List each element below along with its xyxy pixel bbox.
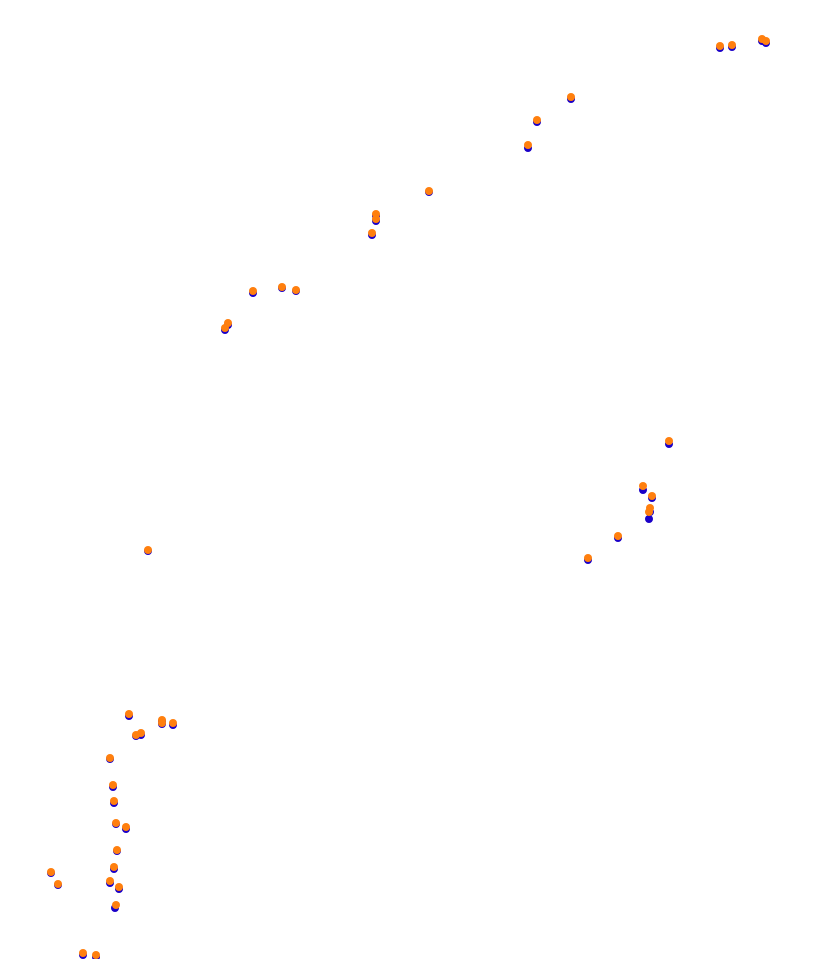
scatter-point xyxy=(79,949,87,957)
scatter-point xyxy=(144,546,152,554)
scatter-point xyxy=(249,287,257,295)
scatter-point xyxy=(533,116,541,124)
scatter-point xyxy=(92,951,100,959)
scatter-point xyxy=(169,719,177,727)
scatter-point xyxy=(112,819,120,827)
scatter-point xyxy=(106,754,114,762)
scatter-point xyxy=(106,877,114,885)
scatter-point xyxy=(132,731,140,739)
scatter-point xyxy=(110,863,118,871)
scatter-point xyxy=(524,141,532,149)
scatter-point xyxy=(292,286,300,294)
scatter-point xyxy=(639,482,647,490)
scatter-point xyxy=(645,508,653,516)
scatter-point xyxy=(665,437,673,445)
scatter-point xyxy=(762,37,770,45)
scatter-point xyxy=(158,719,166,727)
scatter-point xyxy=(110,797,118,805)
scatter-point xyxy=(221,324,229,332)
scatter-point xyxy=(112,901,120,909)
scatter-point xyxy=(115,883,123,891)
scatter-point xyxy=(54,880,62,888)
scatter-point xyxy=(648,492,656,500)
scatter-point xyxy=(716,42,724,50)
scatter-point xyxy=(728,41,736,49)
scatter-point xyxy=(368,229,376,237)
scatter-point xyxy=(125,710,133,718)
scatter-point xyxy=(278,283,286,291)
scatter-point xyxy=(109,781,117,789)
scatter-point xyxy=(372,215,380,223)
scatter-point xyxy=(567,93,575,101)
scatter-point xyxy=(47,868,55,876)
scatter-point xyxy=(113,846,121,854)
scatter-point xyxy=(122,823,130,831)
scatter-point xyxy=(584,554,592,562)
scatter-point xyxy=(425,187,433,195)
scatter-point xyxy=(645,515,653,523)
scatter-point xyxy=(614,532,622,540)
